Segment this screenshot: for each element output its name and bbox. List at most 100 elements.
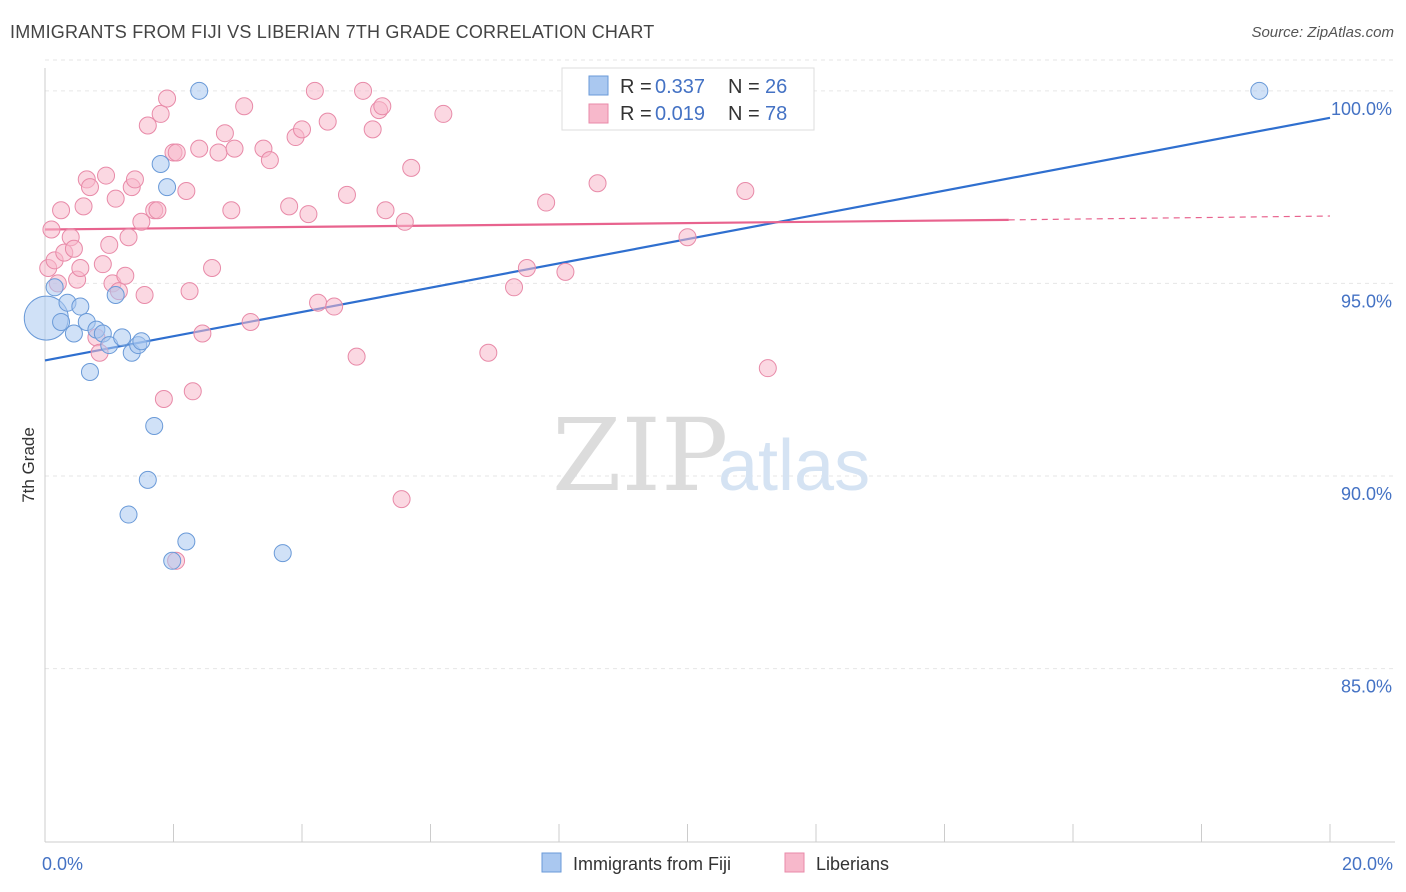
liberian-point [151,104,170,123]
fiji-point [177,532,196,551]
liberian-point [337,185,356,204]
liberian-point [132,212,151,231]
y-tick-label: 85.0% [1341,677,1392,697]
liberian-point [395,212,414,231]
fiji-point [151,155,170,174]
liberian-point [392,490,411,509]
liberian-point [100,235,119,254]
liberian-point [505,278,524,297]
fiji-point [113,328,132,347]
data-points [23,81,1269,570]
liberian-point [177,181,196,200]
liberian-point [80,178,99,197]
fiji-point [163,551,182,570]
liberian-trend-extension [1008,215,1331,221]
liberian-point [318,112,337,131]
legend-lib-r-label: R = [620,103,652,125]
legend-fiji-n-label: N = [728,76,760,98]
legend-lib-n-value: 78 [765,103,787,125]
fiji-point [106,285,125,304]
liberian-point [225,139,244,158]
x-tick-labels: 0.0% 20.0% [42,854,1393,874]
liberian-point [135,285,154,304]
legend-fiji-r-label: R = [620,76,652,98]
y-axis-label: 7th Grade [19,427,38,503]
liberian-point [74,197,93,216]
fiji-point [119,505,138,524]
fiji-point [145,416,164,435]
liberian-point [305,81,324,100]
liberian-point [106,189,125,208]
top-legend: R = 0.337 N = 26 R = 0.019 N = 78 [561,67,815,131]
liberian-point [116,266,135,285]
y-tick-label: 100.0% [1331,99,1392,119]
fiji-point [138,470,157,489]
liberian-trend-line [44,218,1009,231]
legend-fiji-r-value: 0.337 [655,76,705,98]
source-label: Source: ZipAtlas.com [1251,24,1394,41]
liberian-point [241,312,260,331]
bottom-legend: Immigrants from Fiji Liberians [541,852,889,874]
liberian-point [537,193,556,212]
liberian-point [193,324,212,343]
liberian-point [402,158,421,177]
liberian-point [260,151,279,170]
liberian-point [299,205,318,224]
fiji-point [132,332,151,351]
liberian-point [280,197,299,216]
bottom-legend-fiji-label: Immigrants from Fiji [573,854,731,874]
liberian-point [235,97,254,116]
fiji-point [273,544,292,563]
bottom-legend-fiji-swatch [541,852,562,873]
legend-fiji-swatch [588,75,609,96]
liberian-point [736,181,755,200]
liberian-point [293,120,311,139]
liberian-point [190,139,209,158]
liberian-point [158,89,177,108]
liberian-point [215,124,234,143]
legend-lib-r-value: 0.019 [655,103,705,125]
fiji-point [1250,81,1269,100]
bottom-legend-lib-swatch [784,852,805,873]
liberian-point [517,259,536,278]
watermark-atlas: atlas [718,426,870,506]
liberian-point [376,201,395,220]
y-tick-label: 90.0% [1341,484,1392,504]
liberian-point [758,359,777,378]
legend-lib-swatch [588,103,609,124]
liberian-point [203,259,222,278]
legend-lib-n-label: N = [728,103,760,125]
liberian-point [138,116,157,135]
axes [44,68,1395,843]
liberian-point [154,389,173,408]
liberian-point [479,343,498,362]
fiji-point [52,312,71,331]
liberian-point [556,262,575,281]
liberian-point [354,81,373,100]
grid-lines [45,59,1395,670]
liberian-point [119,228,138,247]
liberian-point [42,220,61,239]
liberian-point [363,120,382,139]
fiji-point [190,81,209,100]
liberian-point [309,293,328,312]
bottom-legend-lib-label: Liberians [816,854,889,874]
x-tick-label: 20.0% [1342,854,1393,874]
legend-fiji-n-value: 26 [765,76,787,98]
liberian-point [183,382,202,401]
fiji-point [64,324,83,343]
x-tick-label: 0.0% [42,854,83,874]
liberian-point [347,347,366,366]
liberian-point [180,282,199,301]
liberian-point [373,97,392,116]
liberian-point [125,170,144,189]
liberian-point [93,255,112,274]
watermark-zip: ZIP [552,397,728,514]
liberian-point [52,201,71,220]
liberian-point [148,201,167,220]
y-tick-label: 95.0% [1341,291,1392,311]
liberian-point [97,166,116,185]
liberian-point [588,174,607,193]
liberian-point [222,201,241,220]
